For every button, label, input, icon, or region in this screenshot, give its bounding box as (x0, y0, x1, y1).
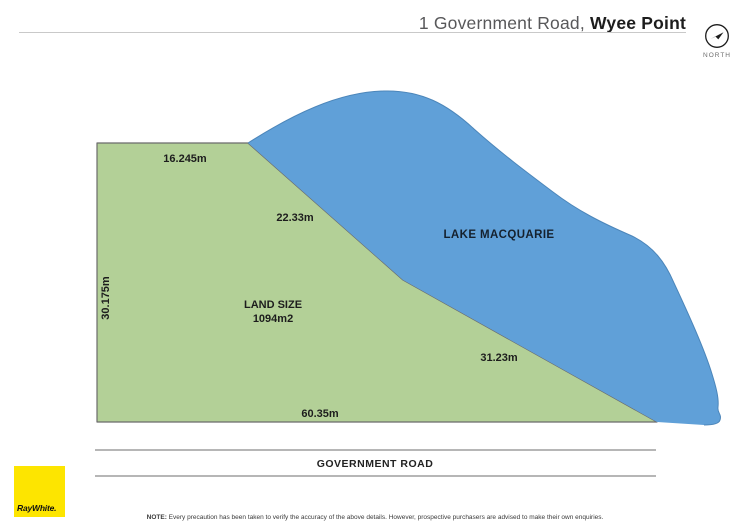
lake-outline (247, 90, 721, 426)
address-street: 1 Government Road, (418, 13, 590, 33)
measurement-top: 16.245m (163, 153, 207, 165)
title-divider (19, 32, 686, 33)
compass-needle-icon (710, 32, 724, 40)
measurement-upper-diagonal: 22.33m (276, 212, 314, 224)
measurement-lower-diagonal: 31.23m (480, 352, 518, 364)
north-indicator: NORTH (700, 22, 734, 59)
land-size-title: LAND SIZE (244, 299, 302, 311)
disclaimer-note: NOTE: Every precaution has been taken to… (0, 514, 750, 521)
lake-label: LAKE MACQUARIE (443, 229, 554, 241)
north-label: NORTH (703, 52, 731, 59)
note-prefix: NOTE: (146, 514, 167, 521)
lake-shape (248, 90, 721, 425)
land-parcel-shape (97, 143, 657, 422)
land-size-value: 1094m2 (253, 313, 293, 325)
road-label: GOVERNMENT ROAD (317, 458, 434, 470)
compass-icon (705, 24, 729, 48)
measurement-bottom: 60.35m (301, 408, 339, 420)
page-title: 1 Government Road, Wyee Point (419, 13, 686, 34)
raywhite-logo-text: RayWhite. (17, 503, 57, 513)
raywhite-logo: RayWhite. (14, 466, 65, 517)
note-body: Every precaution has been taken to verif… (166, 514, 604, 521)
measurement-left: 30.175m (100, 276, 112, 320)
address-suburb: Wyee Point (589, 13, 686, 33)
